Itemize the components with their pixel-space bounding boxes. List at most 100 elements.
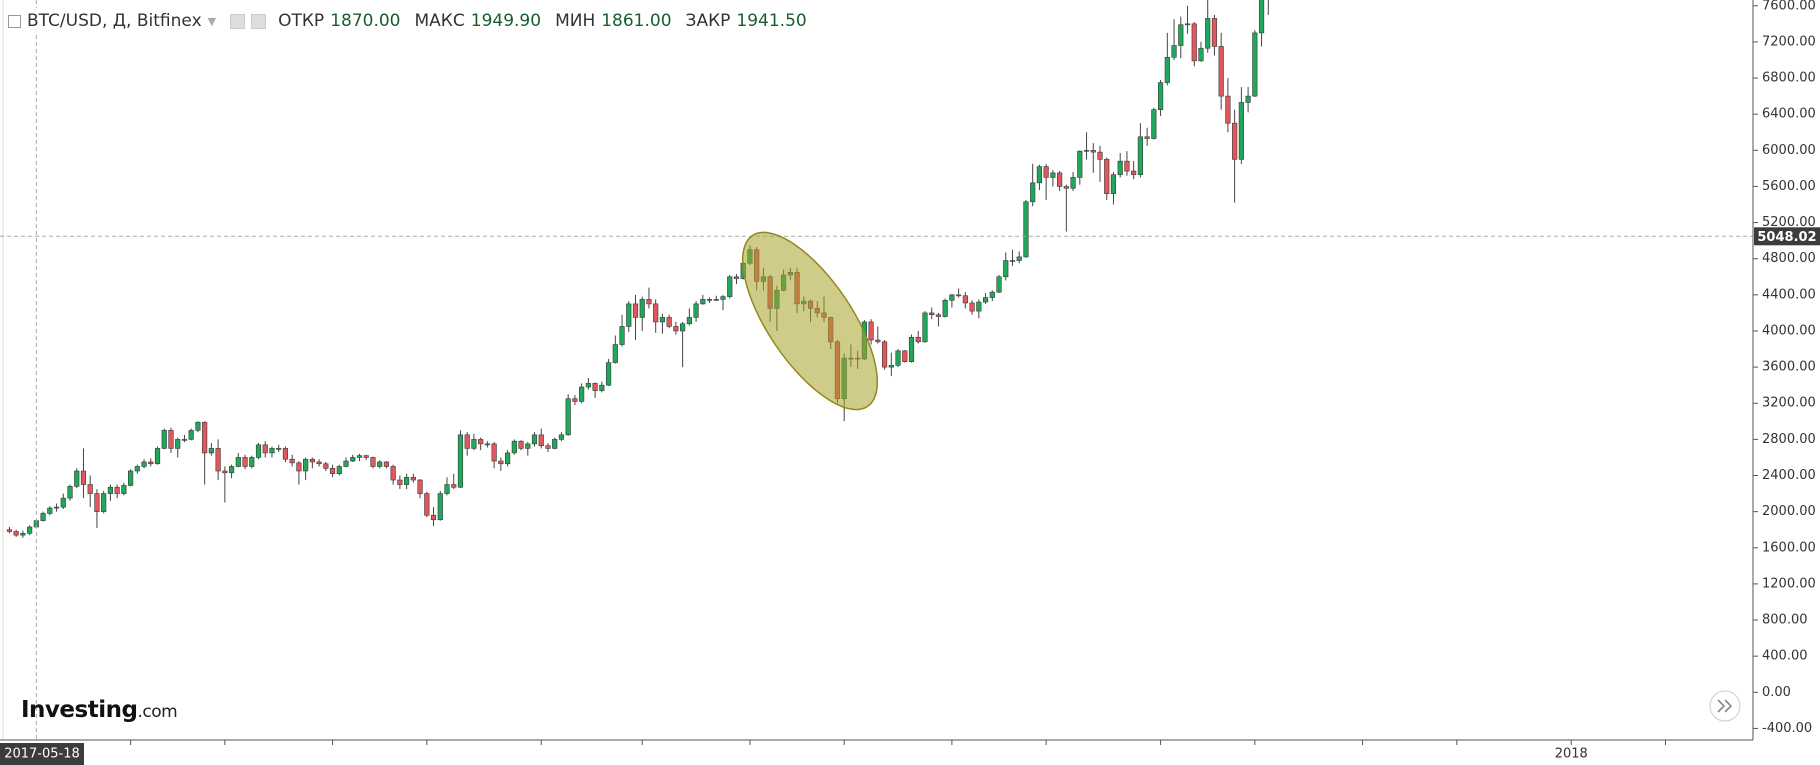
candle-body (154, 448, 161, 465)
candle-body (1232, 122, 1238, 160)
y-tick-label: 2400.00 (1762, 468, 1816, 483)
candle-body (552, 439, 558, 449)
candle-body (377, 461, 383, 467)
candle-body (249, 457, 255, 467)
candle-body (141, 461, 147, 467)
candle-body (242, 457, 248, 467)
candle-body (908, 336, 915, 362)
high-label: МАКС (414, 11, 465, 31)
open-label: ОТКР (278, 11, 325, 31)
candle-body (733, 276, 740, 279)
candle-body (74, 470, 80, 487)
candle-body (1124, 160, 1130, 172)
date-tag-bg (0, 743, 84, 765)
candle-body (282, 448, 289, 460)
candle-body (956, 294, 962, 297)
candle-body (343, 460, 349, 467)
candle-body (1198, 47, 1204, 62)
settings-icon[interactable] (251, 13, 267, 29)
close-label: ЗАКР (685, 11, 731, 31)
candle-body (1178, 24, 1184, 46)
candle-body (40, 513, 46, 521)
candle-body (491, 443, 497, 462)
candle-body (101, 493, 107, 512)
candle-body (336, 466, 342, 475)
candle-body (1258, 0, 1265, 34)
scroll-button[interactable] (1709, 690, 1741, 722)
candle-body (1184, 23, 1191, 26)
candle-body (962, 295, 968, 304)
candle-body (1238, 102, 1244, 160)
y-tick-label: 400.00 (1762, 649, 1808, 664)
candle-body (505, 452, 511, 465)
dropdown-arrow[interactable]: ▼ (207, 14, 217, 28)
y-tick-label: 1600.00 (1762, 540, 1816, 555)
y-tick-label: 7600.00 (1762, 0, 1816, 13)
candle-body (6, 529, 13, 532)
candle-body (713, 299, 719, 301)
candle-body (1245, 95, 1251, 103)
candle-body (128, 470, 134, 486)
candle-body (255, 444, 262, 458)
candle-body (538, 434, 544, 446)
candle-body (262, 444, 268, 454)
candle-body (666, 317, 672, 327)
candle-body (161, 430, 167, 449)
candle-body (612, 344, 618, 363)
candle-body (370, 457, 376, 467)
candle-body (935, 314, 942, 317)
candle-body (579, 386, 585, 402)
candle-body (168, 430, 174, 449)
candle-body (356, 455, 363, 458)
settings-icon[interactable] (230, 13, 246, 29)
candle-body (47, 507, 53, 514)
candle-body (592, 383, 598, 391)
candle-body (1225, 95, 1231, 124)
candle-body (121, 485, 127, 494)
candle-body (316, 461, 322, 465)
candle-body (27, 526, 33, 534)
candle-body (404, 477, 410, 485)
candle-body (228, 466, 235, 474)
symbol[interactable]: BTC/USD, Д, Bitfinex (27, 11, 202, 31)
candle-body (1097, 151, 1103, 160)
candle-body (195, 421, 201, 431)
candle-body (437, 493, 443, 521)
candle-body (989, 291, 995, 298)
candle-body (1036, 166, 1043, 184)
candle-body (215, 448, 221, 472)
candle-body (720, 296, 726, 300)
y-tick-label: 3600.00 (1762, 360, 1816, 375)
candle-body (1191, 23, 1197, 62)
candle-body (107, 486, 113, 494)
candle-body (383, 461, 390, 467)
candle-body (558, 434, 565, 440)
y-tick-label: 4000.00 (1762, 323, 1816, 338)
candle-body (949, 294, 955, 301)
candle-body (424, 493, 430, 516)
candle-body (410, 477, 416, 481)
candle-body (464, 434, 470, 449)
candle-body (181, 439, 188, 441)
candle-body (680, 323, 686, 332)
candle-body (1205, 18, 1211, 49)
candle-body (653, 303, 659, 323)
y-tick-label: 5600.00 (1762, 179, 1816, 194)
candle-body (363, 455, 369, 458)
candle-body (969, 302, 975, 312)
candle-body (693, 303, 699, 318)
collapse-icon[interactable] (8, 14, 21, 28)
candle-body (60, 497, 66, 508)
scroll-button-icon[interactable] (1717, 699, 1733, 713)
candle-body (915, 336, 921, 343)
candle-body (673, 326, 679, 332)
candle-body (457, 434, 464, 488)
candle-body (1070, 177, 1076, 189)
candle-body (929, 312, 935, 316)
y-tick-label: 7200.00 (1762, 34, 1816, 49)
candle-body (902, 350, 908, 362)
candle-body (1030, 182, 1036, 203)
candle-body (1016, 256, 1022, 261)
